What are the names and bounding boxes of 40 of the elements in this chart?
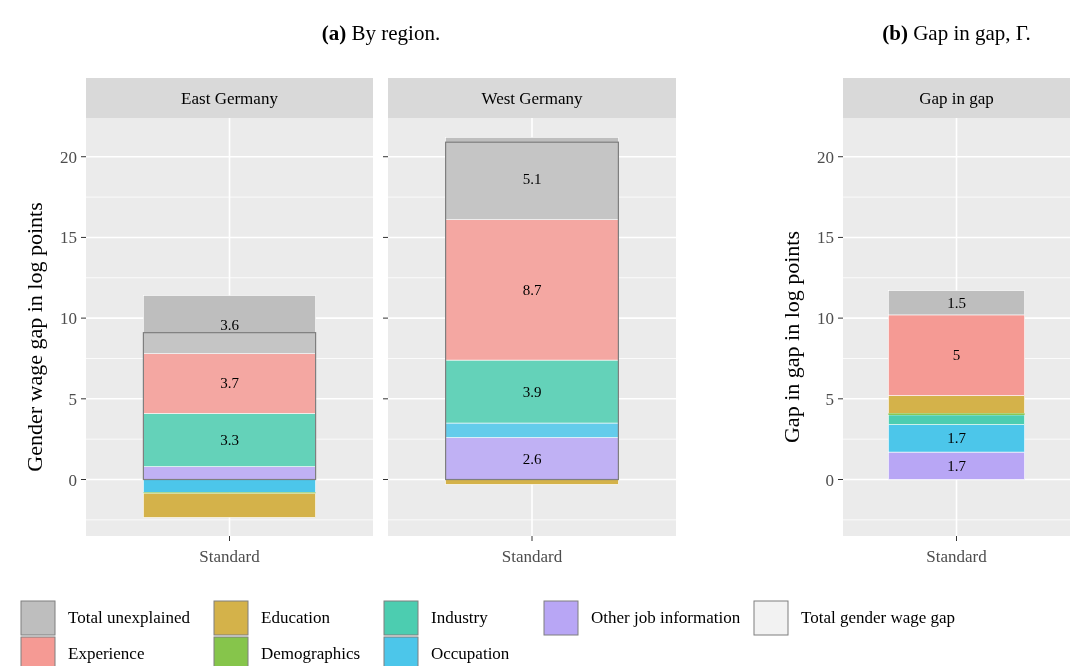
chart-title: (b) Gap in gap, Γ.: [882, 21, 1031, 45]
x-tick-label: Standard: [926, 547, 988, 566]
y-tick-label: 0: [825, 470, 834, 490]
chart-subtitle: West Germany: [481, 89, 584, 108]
y-tick-label: 10: [60, 309, 77, 329]
y-tick-label: 20: [817, 147, 834, 167]
data-label: 3.7: [220, 375, 240, 392]
legend-label: Total unexplained: [68, 608, 191, 627]
y-axis-title: Gender wage gap in log points: [22, 202, 47, 472]
data-label: 5.1: [522, 170, 542, 187]
y-tick-label: 15: [60, 228, 77, 248]
data-label: 1.5: [947, 294, 966, 311]
bar: [142, 332, 317, 481]
text: (a) By region.: [321, 21, 441, 45]
data-label: 3.9: [522, 383, 542, 400]
legend-label: Occupation: [431, 644, 510, 663]
data-label: 2.6: [522, 450, 542, 467]
data-label: 1.7: [947, 457, 967, 474]
data-label: 5: [952, 347, 961, 364]
data-label: 3.6: [220, 316, 240, 333]
legend-label: Education: [261, 608, 331, 627]
data-label: 1.7: [947, 430, 967, 447]
y-tick-label: 10: [817, 309, 834, 329]
x-tick-label: Standard: [501, 547, 563, 566]
legend-label: Experience: [68, 644, 145, 663]
x-tick-label: Standard: [199, 547, 261, 566]
legend-label: Industry: [431, 608, 489, 627]
y-tick-label: 0: [68, 470, 77, 490]
y-tick-label: 5: [68, 389, 77, 409]
y-axis-title: Gap in gap in log points: [779, 230, 804, 444]
chart-subtitle: East Germany: [181, 89, 279, 108]
y-tick-label: 15: [817, 228, 834, 248]
data-label: 3.3: [220, 431, 239, 448]
legend-label: Total gender wage gap: [801, 608, 956, 627]
chart-subtitle: Gap in gap: [919, 89, 994, 108]
y-tick-label: 5: [825, 389, 834, 409]
legend-label: Other job information: [591, 608, 741, 627]
legend-label: Demographics: [261, 644, 361, 663]
y-tick-label: 20: [60, 147, 77, 167]
data-label: 8.7: [522, 281, 542, 298]
